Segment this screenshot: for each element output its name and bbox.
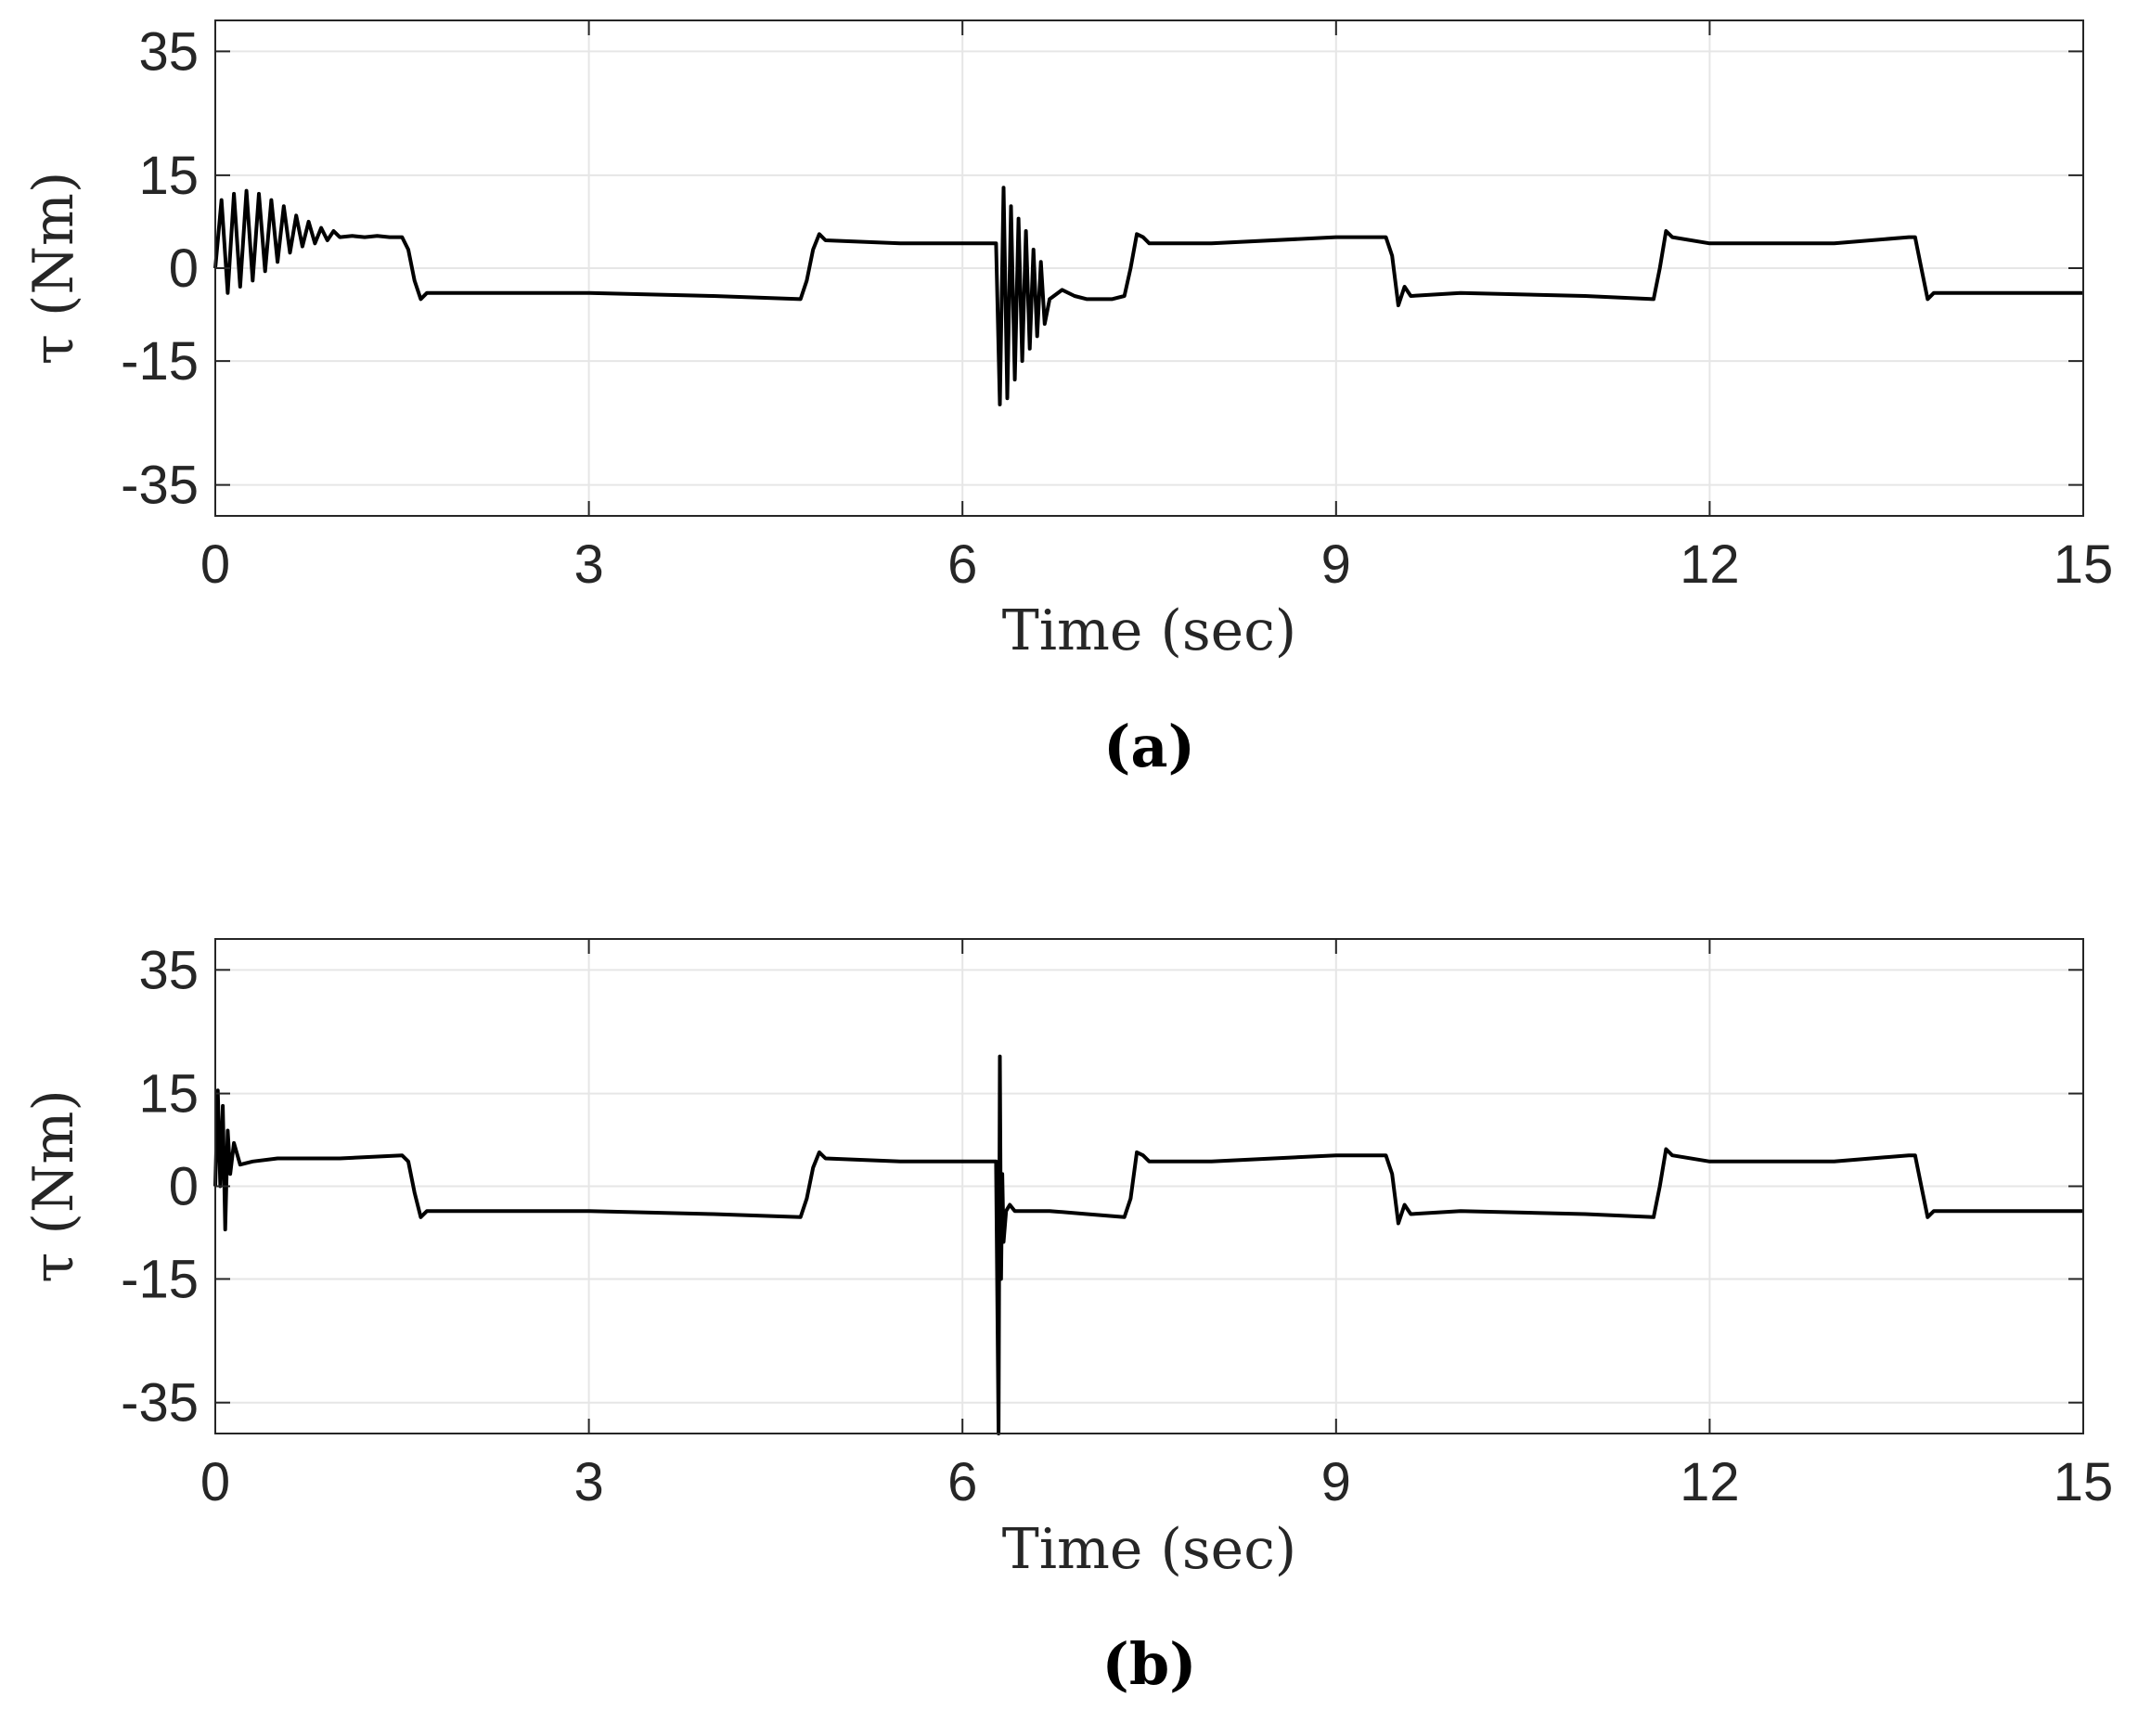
y-tick-label: 0 xyxy=(169,238,199,299)
x-tick-label: 3 xyxy=(573,1452,603,1512)
x-tick-label: 9 xyxy=(1321,534,1351,595)
x-axis-label: Time (sec) xyxy=(1002,1517,1296,1582)
x-tick-label: 15 xyxy=(2054,534,2114,595)
x-tick-label: 3 xyxy=(573,534,603,595)
panel-caption: (b) xyxy=(1101,1630,1196,1698)
x-tick-label: 12 xyxy=(1680,534,1740,595)
y-axis-label: τ (Nm) xyxy=(21,172,86,365)
chart-panel-a: 0 3 6 9 12 15 35 15 0 -15 -35 Time (sec) τ (Nm) (a) xyxy=(21,19,2114,780)
x-tick-label: 0 xyxy=(200,1452,230,1512)
x-axis-label: Time (sec) xyxy=(1002,598,1296,663)
y-axis-label: τ (Nm) xyxy=(21,1089,86,1282)
y-tick-label: 35 xyxy=(138,21,199,82)
y-tick-label: -15 xyxy=(121,331,199,392)
chart-panel-b: 0 3 6 9 12 15 35 15 0 -15 -35 Time (sec) τ (Nm) (b) xyxy=(21,938,2114,1698)
x-tick-label: 9 xyxy=(1321,1452,1351,1512)
y-tick-label: -15 xyxy=(121,1249,199,1309)
series-line-tau xyxy=(213,1054,2083,1435)
y-tick-label: 0 xyxy=(169,1157,199,1217)
y-tick-label: 35 xyxy=(138,940,199,1000)
x-tick-label: 6 xyxy=(947,534,977,595)
y-tick-label: -35 xyxy=(121,456,199,516)
panel-caption: (a) xyxy=(1103,713,1195,780)
y-tick-label: 15 xyxy=(138,146,199,206)
series-line-tau xyxy=(213,186,2083,406)
y-tick-label: 15 xyxy=(138,1064,199,1125)
x-tick-label: 0 xyxy=(200,534,230,595)
y-tick-label: -35 xyxy=(121,1373,199,1434)
x-tick-label: 6 xyxy=(947,1452,977,1512)
x-tick-label: 12 xyxy=(1680,1452,1740,1512)
x-tick-label: 15 xyxy=(2054,1452,2114,1512)
